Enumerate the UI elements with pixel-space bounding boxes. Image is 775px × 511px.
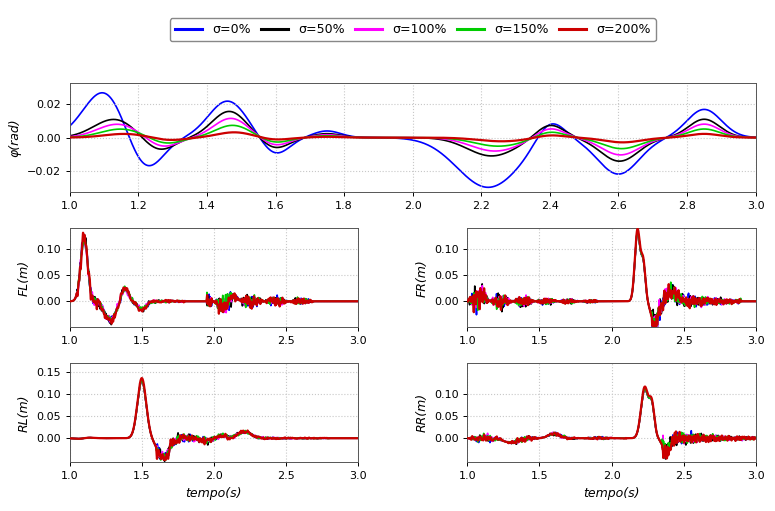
X-axis label: tempo(s): tempo(s) bbox=[185, 487, 242, 500]
X-axis label: tempo(s): tempo(s) bbox=[584, 487, 640, 500]
Y-axis label: FL(m): FL(m) bbox=[18, 260, 30, 296]
Legend: σ=0%, σ=50%, σ=100%, σ=150%, σ=200%: σ=0%, σ=50%, σ=100%, σ=150%, σ=200% bbox=[170, 18, 656, 41]
Y-axis label: FR(m): FR(m) bbox=[415, 259, 429, 297]
Y-axis label: RR(m): RR(m) bbox=[415, 393, 429, 432]
Y-axis label: φ(rad): φ(rad) bbox=[8, 118, 21, 157]
Y-axis label: RL(m): RL(m) bbox=[18, 394, 30, 432]
